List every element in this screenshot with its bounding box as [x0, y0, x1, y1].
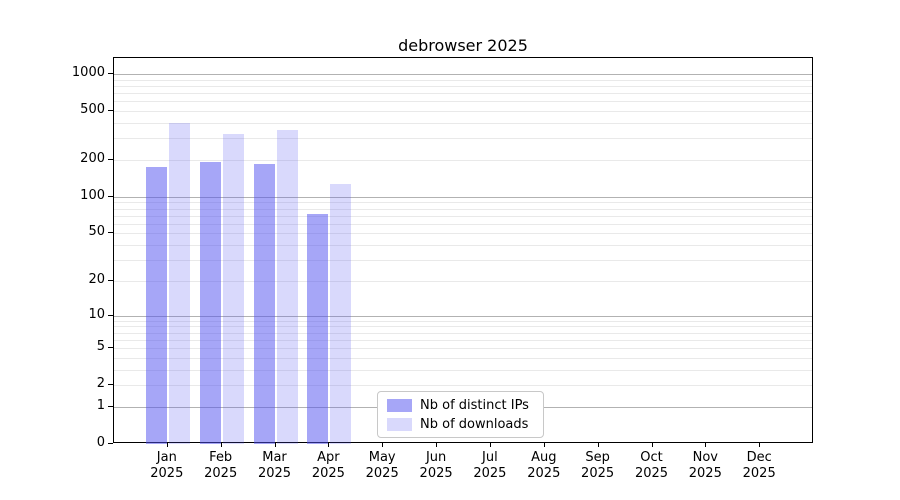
gridline-10 [114, 315, 812, 317]
bar-mar-ips [253, 163, 275, 444]
legend-swatch-distinct-ips [387, 398, 412, 412]
xtick-label-mar: Mar 2025 [257, 450, 292, 481]
ytick-mark-20 [108, 279, 113, 281]
legend-swatch-downloads [387, 417, 412, 431]
xtick-mark-nov [705, 443, 707, 447]
gridline-7 [114, 332, 812, 334]
ytick-mark-5 [108, 347, 113, 348]
gridline-4 [114, 357, 812, 359]
xtick-mark-apr [328, 443, 330, 447]
gridline-900 [114, 79, 812, 81]
gridline-60 [114, 223, 812, 225]
gridline-6 [114, 339, 812, 341]
gridline-80 [114, 208, 812, 210]
gridline-500 [114, 111, 812, 113]
ytick-label-10: 10 [88, 306, 105, 322]
gridline-90 [114, 202, 812, 204]
gridline-700 [114, 93, 812, 95]
gridline-3 [114, 369, 812, 371]
legend: Nb of distinct IPs Nb of downloads [377, 391, 544, 438]
gridline-800 [114, 85, 812, 87]
ytick-mark-0 [108, 443, 113, 444]
xtick-mark-feb [220, 443, 222, 447]
xtick-label-jul: Jul 2025 [473, 450, 507, 481]
ytick-label-2: 2 [96, 376, 105, 392]
bar-jan-ips [145, 167, 167, 444]
xtick-mark-aug [543, 443, 545, 447]
xtick-mark-may [382, 443, 384, 447]
ytick-mark-10 [108, 314, 113, 316]
ytick-mark-50 [108, 232, 113, 234]
xtick-mark-jan [166, 443, 168, 447]
ytick-label-5: 5 [96, 339, 105, 355]
plot-area [113, 57, 813, 444]
gridline-100 [114, 196, 812, 198]
bar-feb-downloads [222, 133, 244, 444]
xtick-label-feb: Feb 2025 [204, 450, 238, 481]
gridline-20 [114, 280, 812, 282]
ytick-label-1: 1 [96, 397, 105, 413]
legend-label-downloads: Nb of downloads [420, 416, 529, 432]
bar-feb-ips [199, 161, 221, 444]
xtick-label-jan: Jan 2025 [150, 450, 184, 481]
gridline-5 [114, 348, 812, 349]
bar-apr-ips [307, 214, 329, 444]
ytick-label-50: 50 [88, 224, 105, 240]
gridline-50 [114, 233, 812, 235]
gridline-400 [114, 123, 812, 124]
legend-label-distinct-ips: Nb of distinct IPs [420, 397, 529, 413]
ytick-mark-200 [108, 159, 113, 160]
xtick-label-may: May 2025 [365, 450, 399, 481]
xtick-mark-sep [597, 443, 599, 447]
ytick-label-500: 500 [80, 102, 105, 118]
ytick-mark-100 [108, 195, 113, 197]
legend-item-downloads: Nb of downloads [387, 417, 534, 432]
gridline-600 [114, 101, 812, 103]
xtick-label-apr: Apr 2025 [311, 450, 345, 481]
gridline-300 [114, 138, 812, 140]
xtick-mark-jun [436, 443, 438, 447]
xtick-label-sep: Sep 2025 [581, 450, 615, 481]
bar-mar-downloads [276, 130, 298, 444]
xtick-label-jun: Jun 2025 [419, 450, 453, 481]
xtick-mark-oct [651, 443, 653, 447]
xtick-label-dec: Dec 2025 [742, 450, 776, 481]
xtick-label-nov: Nov 2025 [688, 450, 722, 481]
gridline-30 [114, 260, 812, 262]
xtick-mark-mar [274, 443, 276, 447]
ytick-label-0: 0 [96, 435, 105, 450]
gridline-8 [114, 326, 812, 328]
xtick-label-oct: Oct 2025 [634, 450, 669, 481]
bar-apr-downloads [330, 184, 352, 444]
ytick-label-1000: 1000 [71, 65, 105, 80]
ytick-label-100: 100 [80, 187, 105, 203]
bar-jan-downloads [168, 123, 190, 444]
xtick-mark-dec [759, 443, 761, 447]
ytick-mark-2 [108, 384, 113, 386]
gridline-40 [114, 245, 812, 247]
ytick-mark-1000 [108, 73, 113, 74]
chart-title: debrowser 2025 [398, 36, 528, 55]
gridline-1000 [114, 74, 812, 75]
ytick-label-200: 200 [80, 150, 105, 166]
gridline-2 [114, 385, 812, 387]
ytick-mark-1 [108, 405, 113, 407]
legend-item-distinct-ips: Nb of distinct IPs [387, 398, 534, 413]
gridline-200 [114, 160, 812, 161]
ytick-mark-500 [108, 110, 113, 112]
gridline-9 [114, 320, 812, 322]
xtick-label-aug: Aug 2025 [527, 450, 561, 481]
ytick-label-20: 20 [88, 271, 105, 287]
xtick-mark-jul [489, 443, 491, 447]
gridline-70 [114, 215, 812, 217]
